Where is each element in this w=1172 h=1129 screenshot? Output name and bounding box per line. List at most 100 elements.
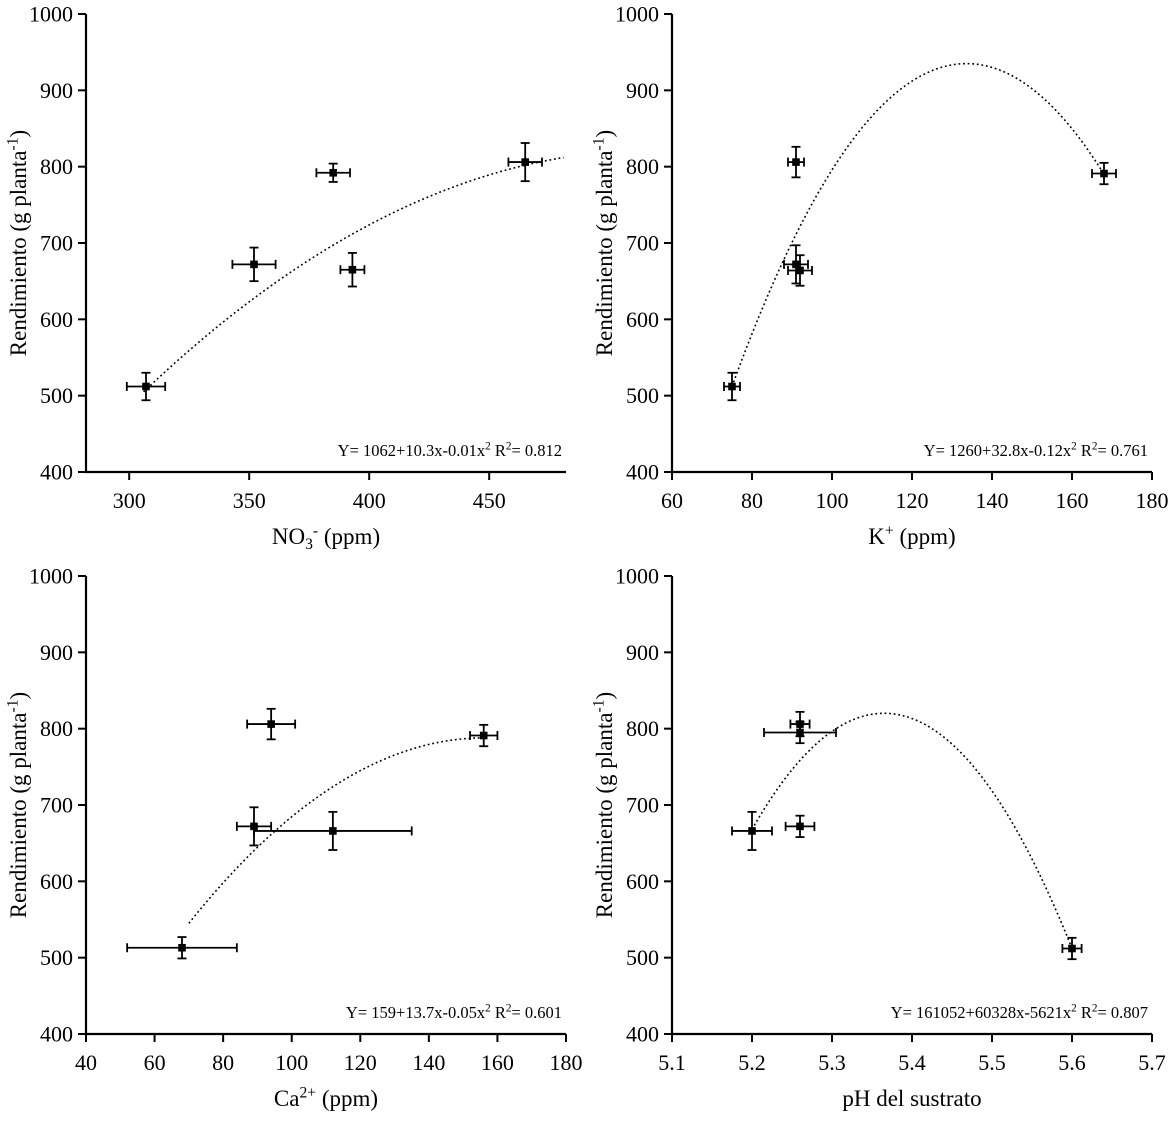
x-axis-title: pH del sustrato xyxy=(842,1086,981,1111)
y-axis-ticks: 400 500 600 700 800 900 1000 xyxy=(29,564,86,1047)
marker-square xyxy=(796,266,804,275)
plot-svg: 400 500 600 700 800 900 1000 60 80 100 120 140 160 18… xyxy=(590,2,1169,550)
data-point xyxy=(723,371,741,402)
x-tick-label: 80 xyxy=(212,1050,234,1075)
data-point xyxy=(231,246,277,283)
y-tick-label: 400 xyxy=(40,1022,73,1047)
y-tick-label: 500 xyxy=(626,945,659,970)
data-points xyxy=(126,707,499,960)
data-point xyxy=(783,244,809,285)
x-tick-label: 5.1 xyxy=(658,1050,686,1075)
chart-k: 400 500 600 700 800 900 1000 60 80 100 120 140 160 18… xyxy=(586,0,1172,562)
data-point xyxy=(125,371,167,402)
equation-label: Y= 159+13.7x-0.05x2 R2= 0.601 xyxy=(346,1003,562,1022)
x-tick-label: 180 xyxy=(550,1050,583,1075)
y-tick-label: 1000 xyxy=(615,564,659,589)
axes xyxy=(670,576,1152,1036)
x-tick-label: 450 xyxy=(473,488,506,513)
data-point xyxy=(235,806,273,847)
x-axis-ticks: 300 350 400 450 xyxy=(113,472,506,513)
y-tick-label: 700 xyxy=(626,793,659,818)
data-point xyxy=(731,810,773,851)
marker-square xyxy=(748,827,756,835)
chart-no3: 400 500 600 700 800 900 1000 300 350 400 450 NO3- (… xyxy=(0,0,586,562)
plot-svg: 400 500 600 700 800 900 1000 300 350 400 450 NO3- (… xyxy=(4,2,566,553)
x-tick-label: 60 xyxy=(661,488,683,513)
x-tick-label: 140 xyxy=(412,1050,445,1075)
y-tick-label: 800 xyxy=(626,716,659,741)
x-axis-title: K+ (ppm) xyxy=(868,522,955,549)
y-tick-label: 1000 xyxy=(29,2,73,27)
data-point xyxy=(339,252,366,288)
x-tick-label: 5.7 xyxy=(1138,1050,1166,1075)
y-tick-label: 800 xyxy=(40,716,73,741)
y-tick-label: 400 xyxy=(626,1022,659,1047)
y-axis-ticks: 400 500 600 700 800 900 1000 xyxy=(615,2,672,485)
y-axis-title: Rendimiento (g planta-1) xyxy=(4,692,31,918)
x-axis-title: Ca2+ (ppm) xyxy=(274,1084,378,1111)
x-axis-title: NO3- (ppm) xyxy=(272,522,380,553)
data-point xyxy=(1061,936,1083,961)
data-point xyxy=(787,145,805,179)
data-point xyxy=(1091,161,1117,186)
x-tick-label: 300 xyxy=(113,488,146,513)
y-tick-label: 900 xyxy=(626,78,659,103)
marker-square xyxy=(1100,169,1108,178)
y-tick-label: 800 xyxy=(626,154,659,179)
x-tick-label: 350 xyxy=(233,488,266,513)
y-axis-title: Rendimiento (g planta-1) xyxy=(590,130,617,356)
x-tick-label: 400 xyxy=(353,488,386,513)
chart-ca: 400 500 600 700 800 900 1000 40 60 80 100 120 140 160… xyxy=(0,562,586,1124)
marker-square xyxy=(329,827,337,835)
y-tick-label: 1000 xyxy=(615,2,659,27)
y-tick-label: 600 xyxy=(40,869,73,894)
marker-square xyxy=(267,720,275,728)
y-tick-label: 900 xyxy=(626,640,659,665)
y-tick-label: 900 xyxy=(40,640,73,665)
x-tick-label: 40 xyxy=(75,1050,97,1075)
marker-square xyxy=(178,943,186,952)
y-tick-label: 400 xyxy=(626,460,659,485)
fit-curve xyxy=(751,712,1073,949)
equation-label: Y= 161052+60328x-5621x2 R2= 0.807 xyxy=(891,1003,1148,1022)
x-tick-label: 180 xyxy=(1136,488,1169,513)
data-point xyxy=(469,723,499,748)
marker-square xyxy=(728,382,736,391)
marker-square xyxy=(792,158,800,166)
y-axis-ticks: 400 500 600 700 800 900 1000 xyxy=(615,564,672,1047)
marker-square xyxy=(142,382,150,391)
marker-square xyxy=(329,168,337,177)
y-tick-label: 1000 xyxy=(29,564,73,589)
marker-square xyxy=(796,728,804,737)
y-axis-title: Rendimiento (g planta-1) xyxy=(4,130,31,356)
axes xyxy=(670,14,1152,474)
chart-ph: 400 500 600 700 800 900 1000 5.1 5.2 5.3 5.4 5.5 5.6… xyxy=(586,562,1172,1124)
data-point xyxy=(763,720,837,745)
data-points xyxy=(731,710,1083,961)
x-tick-label: 120 xyxy=(896,488,929,513)
y-tick-label: 600 xyxy=(626,869,659,894)
x-tick-label: 140 xyxy=(976,488,1009,513)
x-tick-label: 5.6 xyxy=(1058,1050,1086,1075)
data-points xyxy=(723,145,1117,402)
data-point xyxy=(784,814,816,838)
x-axis-ticks: 40 60 80 100 120 140 160 180 xyxy=(75,1034,583,1075)
x-tick-label: 80 xyxy=(741,488,763,513)
data-point xyxy=(126,936,238,960)
y-tick-label: 500 xyxy=(40,383,73,408)
x-tick-label: 100 xyxy=(275,1050,308,1075)
y-tick-label: 700 xyxy=(40,793,73,818)
data-point xyxy=(315,162,351,183)
fit-curve xyxy=(188,737,488,924)
data-points xyxy=(125,142,543,402)
marker-square xyxy=(348,265,357,274)
plot-svg: 400 500 600 700 800 900 1000 40 60 80 100 120 140 160… xyxy=(4,564,583,1112)
x-tick-label: 100 xyxy=(816,488,849,513)
x-tick-label: 60 xyxy=(144,1050,166,1075)
x-tick-label: 5.5 xyxy=(978,1050,1006,1075)
marker-square xyxy=(250,260,258,269)
axes xyxy=(84,14,566,474)
y-tick-label: 900 xyxy=(40,78,73,103)
marker-square xyxy=(250,822,258,831)
